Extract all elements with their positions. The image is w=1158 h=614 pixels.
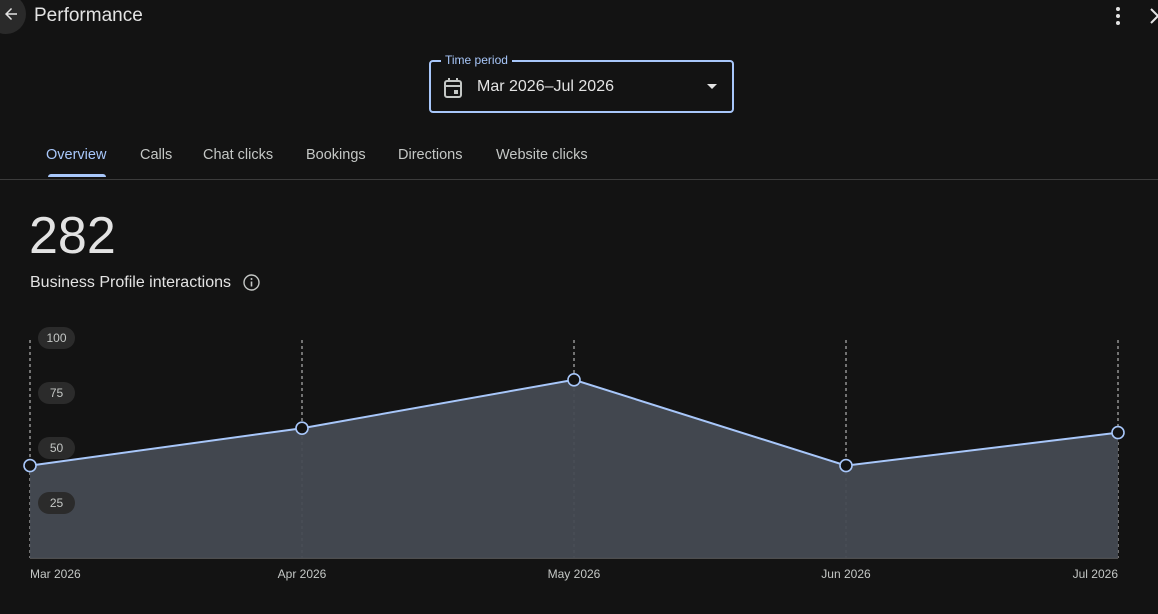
page-title: Performance xyxy=(34,5,143,26)
close-icon xyxy=(1150,8,1158,24)
time-period-value: Mar 2026–Jul 2026 xyxy=(477,78,614,95)
ytick-label: 25 xyxy=(50,496,64,510)
ytick-bg xyxy=(38,327,75,349)
tab-directions[interactable]: Directions xyxy=(398,147,463,163)
dropdown-arrow-icon xyxy=(707,84,717,89)
ytick-bg xyxy=(38,492,75,514)
ytick-label: 100 xyxy=(46,331,66,345)
xtick-label-3: Jun 2026 xyxy=(821,567,871,581)
time-period-label: Time period xyxy=(441,53,512,67)
metric-value: 282 xyxy=(29,207,116,265)
ytick-label: 50 xyxy=(50,441,64,455)
more-vert-icon xyxy=(1116,7,1120,25)
interactions-chart: 25 50 75 100 Mar 2026 Apr 2026 May 2026 Jun 20… xyxy=(23,327,1125,581)
xtick-label-0: Mar 2026 xyxy=(30,567,81,581)
xtick-label-4: Jul 2026 xyxy=(1073,567,1119,581)
tab-chat-clicks[interactable]: Chat clicks xyxy=(203,147,274,163)
calendar-icon xyxy=(444,78,462,98)
ytick-label: 75 xyxy=(50,386,64,400)
more-options-button[interactable] xyxy=(1106,4,1130,28)
arrow-left-icon xyxy=(5,8,17,20)
tab-bookings[interactable]: Bookings xyxy=(306,147,366,163)
tab-bar: Overview Calls Chat clicks Bookings Dire… xyxy=(0,130,1158,180)
time-period-select[interactable]: Time period Mar 2026–Jul 2026 xyxy=(429,53,734,113)
xtick-label-2: May 2026 xyxy=(548,567,601,581)
ytick-75: 75 xyxy=(38,382,75,404)
data-point-3[interactable] xyxy=(839,458,853,473)
data-point-0[interactable] xyxy=(23,458,37,473)
metric-label: Business Profile interactions xyxy=(30,274,231,291)
data-point-2[interactable] xyxy=(567,372,581,387)
tab-calls[interactable]: Calls xyxy=(140,147,173,163)
ytick-50: 50 xyxy=(38,437,75,459)
data-point-1[interactable] xyxy=(295,421,309,435)
active-tab-indicator xyxy=(48,174,106,177)
data-point-4[interactable] xyxy=(1111,425,1125,440)
xtick-label-1: Apr 2026 xyxy=(278,567,327,581)
ytick-25: 25 xyxy=(38,492,75,514)
close-button[interactable] xyxy=(1146,4,1158,28)
info-icon[interactable] xyxy=(243,274,260,291)
series-area xyxy=(30,379,1118,558)
tab-overview[interactable]: Overview xyxy=(46,147,107,163)
top-bar: Performance xyxy=(0,0,1158,34)
ytick-100: 100 xyxy=(38,327,75,349)
tab-website-clicks[interactable]: Website clicks xyxy=(496,147,588,163)
ytick-bg xyxy=(38,437,75,459)
ytick-bg xyxy=(38,382,75,404)
back-button[interactable] xyxy=(0,0,26,34)
